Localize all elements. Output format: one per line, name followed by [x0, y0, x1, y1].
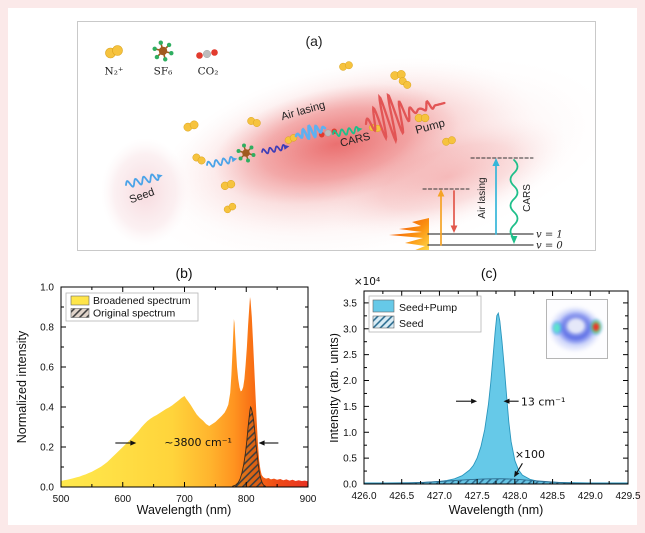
panel-a-illustration: (a) N₂⁺ SF₆ CO₂ Seed Air lasing CARS Pum… [101, 33, 595, 251]
svg-text:0.5: 0.5 [343, 454, 357, 465]
svg-text:0.2: 0.2 [40, 443, 54, 454]
chart-b: 500 600 700 800 900 0.0 0.2 0.4 0.6 0.8 1.0 (b) Wave… [15, 265, 317, 517]
sf6-label: SF₆ [154, 66, 173, 78]
svg-text:426.0: 426.0 [351, 491, 376, 502]
cars-wave-arrow [332, 125, 360, 137]
co2-icon [196, 49, 218, 59]
chart-c-axis-offset: ×10⁴ [354, 276, 380, 288]
v0-label: v = 0 [536, 241, 563, 251]
n2-molecule [220, 180, 236, 190]
sf6-molecule [236, 143, 256, 163]
chart-c-annotation-0: 13 cm⁻¹ [521, 395, 565, 408]
molecule-legend: N₂⁺ SF₆ CO₂ [105, 40, 219, 78]
chart-c-annotation-1: ×100 [515, 448, 545, 461]
chart-b-series-1 [232, 405, 266, 488]
chart-c-xlabel: Wavelength (nm) [449, 503, 544, 517]
svg-text:0.6: 0.6 [40, 363, 54, 374]
svg-text:429.0: 429.0 [578, 491, 603, 502]
seed-wave-arrow-2 [206, 155, 235, 168]
svg-text:2.5: 2.5 [343, 350, 357, 361]
chart-b-title: (b) [175, 265, 192, 281]
svg-text:700: 700 [176, 494, 193, 505]
energy-level-diagram: Air lasing CARS v = 1 v = 0 [389, 157, 563, 251]
energy-air-lasing-label: Air lasing [477, 177, 488, 218]
svg-text:426.5: 426.5 [389, 491, 414, 502]
seed-focus-glow [101, 138, 189, 246]
seed-wave-arrow [125, 173, 160, 188]
svg-text:Seed+Pump: Seed+Pump [399, 302, 457, 314]
svg-text:3.5: 3.5 [343, 298, 357, 309]
svg-text:2.0: 2.0 [343, 376, 357, 387]
chart-c-title: (c) [481, 265, 497, 281]
chart-b-ylabel: Normalized intensity [15, 330, 29, 443]
cars-wavy-arrow [509, 159, 519, 244]
svg-text:428.0: 428.0 [502, 491, 527, 502]
n2-molecule [339, 61, 353, 71]
chart-b-ticks [60, 286, 309, 488]
beam-decorations [125, 61, 456, 214]
pump-pulse-train [364, 92, 446, 145]
svg-text:428.5: 428.5 [540, 491, 565, 502]
svg-text:0.0: 0.0 [343, 480, 357, 491]
broadened-pump-flame [389, 218, 429, 250]
chart-b-annotation-0: ~3800 cm⁻¹ [164, 436, 232, 449]
air-lasing-up-arrow [492, 158, 500, 235]
n2-molecule [223, 202, 237, 214]
svg-text:3.0: 3.0 [343, 324, 357, 335]
svg-text:600: 600 [114, 494, 131, 505]
sf6-icon [152, 40, 174, 62]
raman-wave-arrow [261, 143, 287, 155]
chart-c: 426.0 426.5 427.0 427.5 428.0 428.5 429.0 429.5… [330, 265, 641, 517]
svg-text:Seed: Seed [399, 318, 424, 330]
sf6-molecule [152, 40, 174, 62]
svg-text:427.0: 427.0 [427, 491, 452, 502]
air-lasing-pulse [294, 124, 327, 140]
chart-b-xlabel: Wavelength (nm) [137, 503, 232, 517]
svg-text:Broadened spectrum: Broadened spectrum [93, 295, 191, 307]
svg-text:0.4: 0.4 [40, 403, 54, 414]
svg-text:1.0: 1.0 [40, 283, 54, 294]
panel-a: (a) N₂⁺ SF₆ CO₂ Seed Air lasing CARS Pum… [77, 21, 596, 251]
co2-label: CO₂ [198, 66, 219, 78]
beam-profile-inset [546, 299, 608, 359]
panel-a-label: (a) [305, 33, 322, 49]
n2-molecule [398, 77, 412, 89]
svg-text:1.0: 1.0 [343, 428, 357, 439]
n2-molecule [442, 136, 456, 146]
beam-profile-image [547, 300, 607, 358]
svg-text:0.0: 0.0 [40, 483, 54, 494]
chart-b-tick-labels: 500 600 700 800 900 0.0 0.2 0.4 0.6 0.8 1.0 [40, 283, 317, 506]
svg-text:800: 800 [238, 494, 255, 505]
n2-molecule [414, 113, 430, 123]
svg-text:500: 500 [53, 494, 70, 505]
chart-b-series-0 [61, 297, 308, 487]
chart-c-ticks [363, 291, 629, 485]
svg-text:1.5: 1.5 [343, 402, 357, 413]
n2-molecule [192, 153, 206, 165]
pump-up-arrow [437, 189, 445, 246]
n2plus-label: N₂⁺ [105, 66, 124, 78]
svg-text:427.5: 427.5 [465, 491, 490, 502]
chart-c-tick-labels: 426.0 426.5 427.0 427.5 428.0 428.5 429.0 429.5… [343, 298, 641, 502]
svg-text:Original spectrum: Original spectrum [93, 308, 176, 320]
energy-cars-label: CARS [522, 184, 533, 212]
chart-c-ylabel: Intensity (arb. units) [330, 333, 341, 443]
n2-molecule [390, 70, 406, 80]
n2plus-icon [105, 45, 123, 59]
n2-molecule [183, 120, 199, 132]
svg-text:429.5: 429.5 [615, 491, 640, 502]
chart-c-legend: Seed+Pump Seed [368, 295, 482, 333]
n2-molecule [247, 117, 261, 127]
svg-text:900: 900 [300, 494, 317, 505]
svg-text:0.8: 0.8 [40, 323, 54, 334]
stokes-down-arrow [450, 190, 458, 233]
v1-label: v = 1 [536, 230, 563, 241]
